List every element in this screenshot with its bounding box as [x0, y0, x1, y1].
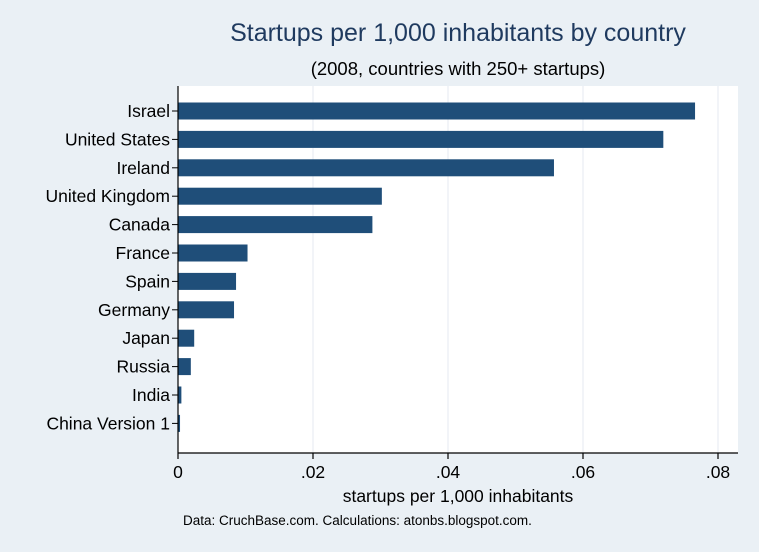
category-label: Russia	[117, 357, 171, 377]
category-label: Canada	[109, 215, 171, 235]
x-tick-label: .08	[706, 462, 730, 482]
category-label: Israel	[127, 101, 170, 121]
bar	[178, 244, 248, 262]
bar	[178, 414, 181, 432]
category-label: Germany	[98, 300, 170, 320]
bar	[178, 216, 373, 234]
category-label: China Version 1	[46, 413, 170, 433]
bar	[178, 159, 554, 177]
x-tick-label: .04	[436, 462, 461, 482]
bar	[178, 272, 237, 290]
category-label: France	[116, 243, 170, 263]
category-label: Ireland	[116, 158, 170, 178]
x-tick-label: .02	[301, 462, 325, 482]
chart-subtitle: (2008, countries with 250+ startups)	[310, 58, 606, 79]
category-labels: Israel United States Ireland United Kingdom…	[45, 101, 170, 433]
x-tick-label: 0	[173, 462, 183, 482]
category-label: Japan	[122, 328, 170, 348]
chart-title: Startups per 1,000 inhabitants by countr…	[230, 19, 686, 47]
bar	[178, 187, 382, 205]
x-tick-label: .06	[571, 462, 595, 482]
x-axis-title: startups per 1,000 inhabitants	[343, 486, 574, 506]
bars	[178, 102, 696, 432]
bar	[178, 301, 235, 319]
bar	[178, 329, 195, 347]
source-note: Data: CruchBase.com. Calculations: atonb…	[183, 513, 532, 528]
category-label: Spain	[125, 271, 170, 291]
category-label: United States	[65, 129, 170, 149]
bar	[178, 130, 664, 148]
bar	[178, 358, 191, 376]
bar	[178, 386, 182, 404]
bar	[178, 102, 696, 120]
x-axis: 0 .02 .04 .06 .08	[172, 86, 738, 482]
category-label: India	[132, 385, 170, 405]
category-label: United Kingdom	[45, 186, 170, 206]
